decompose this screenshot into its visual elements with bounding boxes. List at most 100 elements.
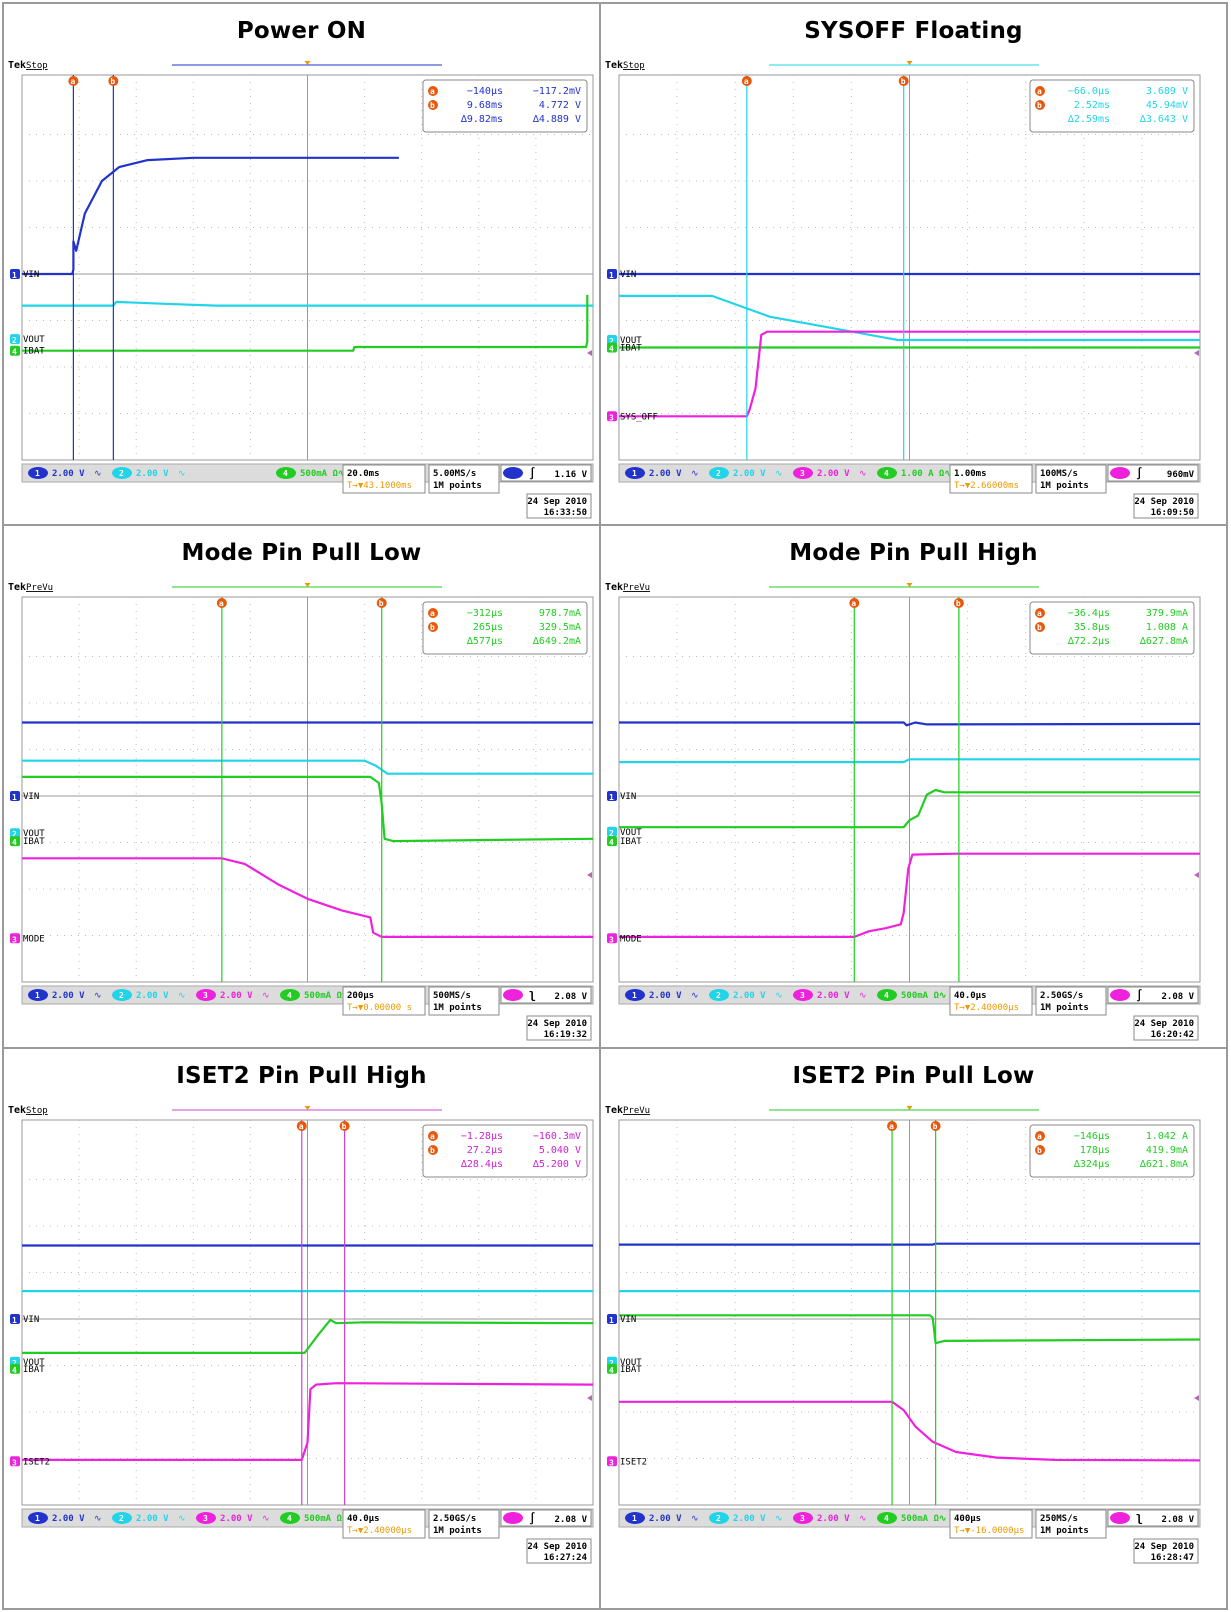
channel-1-button <box>625 467 645 479</box>
trigger-box <box>1107 1509 1199 1527</box>
channel-1-scale: 2.00 V <box>649 469 682 479</box>
timebase: 40.0µs <box>954 991 987 1001</box>
tek-logo: Tek <box>8 60 26 71</box>
channel-2-scale: 2.00 V <box>136 469 169 479</box>
channel-1-marker <box>10 1314 20 1324</box>
timestamp-box <box>1133 1538 1199 1564</box>
tek-logo: Tek <box>605 582 623 593</box>
channel-3-number: 3 <box>12 935 17 944</box>
capture-date: 24 Sep 2010 <box>527 1019 587 1029</box>
channel-3-scale: 2.00 V <box>817 469 850 479</box>
timebase-box <box>949 986 1033 1016</box>
channel-4-scale: 500mA Ω∿ <box>300 469 345 479</box>
trigger-position: T→▼2.40000µs <box>954 1003 1019 1013</box>
bandwidth-icon: ∿ <box>859 469 867 479</box>
trace-label: IBAT <box>620 343 642 353</box>
record-length: 1M points <box>1040 1525 1089 1536</box>
readout-a-badge <box>428 608 438 618</box>
channel-2-number: 2 <box>609 829 614 838</box>
readout-a-badge <box>428 86 438 96</box>
readout-b-badge <box>1035 622 1045 632</box>
channel-2-button <box>112 1512 132 1524</box>
channel-2-scale: 2.00 V <box>136 991 169 1001</box>
channel-1-button <box>28 467 48 479</box>
panel-title: SYSOFF Floating <box>804 18 1023 44</box>
trace-label: VOUT <box>620 336 642 346</box>
readout-value: ∆5.200 V <box>532 1159 581 1170</box>
channel-3-scale: 2.00 V <box>817 1514 850 1524</box>
trace-label: IBAT <box>23 1365 45 1375</box>
bandwidth-icon: ∿ <box>262 991 270 1001</box>
channel-3-number: 3 <box>800 991 805 1000</box>
readout-time: ∆72.2µs <box>1067 636 1110 647</box>
readout-time: ∆577µs <box>466 636 503 647</box>
readout-value: 3.689 V <box>1146 86 1188 97</box>
trigger-position: T→▼2.40000µs <box>347 1526 412 1536</box>
readout-time: −146µs <box>1074 1131 1110 1142</box>
channel-1-number: 1 <box>12 271 17 280</box>
trigger-box <box>1107 464 1199 482</box>
channel-2-number: 2 <box>716 991 721 1000</box>
cursor-a-badge <box>849 598 860 608</box>
readout-time: −66.0µs <box>1068 86 1110 97</box>
trigger-source-icon <box>503 467 523 479</box>
trigger-box <box>500 1509 592 1527</box>
channel-3-button <box>196 1512 216 1524</box>
channel-2-number: 2 <box>12 336 17 345</box>
scope-panel: ISET2 Pin Pull Low Tek PreVu a b 1 VIN 2 VOUT 4 IB… <box>600 1048 1227 1609</box>
readout-value: 978.7mA <box>539 608 581 619</box>
channel-3-number: 3 <box>12 1458 17 1467</box>
timebase-box <box>949 464 1033 494</box>
trace-vout <box>22 759 593 775</box>
channel-4-marker <box>10 345 20 356</box>
cursor-readout-box <box>422 601 588 655</box>
channel-3-scale: 2.00 V <box>220 991 253 1001</box>
channel-4-scale: 500mA Ω∿ <box>304 1514 349 1524</box>
trace-label: VIN <box>23 1315 39 1325</box>
channel-4-marker <box>10 836 20 847</box>
readout-time: −1.28µs <box>461 1131 503 1142</box>
acq-status: Stop <box>623 61 645 71</box>
trigger-source-icon <box>1110 1512 1130 1524</box>
readout-time: 265µs <box>473 622 503 633</box>
trigger-box <box>1107 986 1199 1004</box>
cursor-b-badge <box>930 1121 941 1131</box>
trace-label: VIN <box>23 270 39 280</box>
trace-vin <box>619 1242 1200 1246</box>
trigger-position-marker <box>304 583 311 587</box>
channel-1-number: 1 <box>632 1514 637 1523</box>
channel-2-marker <box>10 828 20 839</box>
record-length: 1M points <box>433 1002 482 1013</box>
cursor-readout-box <box>1029 1124 1195 1178</box>
readout-time: ∆324µs <box>1073 1159 1110 1170</box>
bandwidth-icon: ∿ <box>94 1514 102 1524</box>
timestamp-box <box>1133 1015 1199 1041</box>
channel-4-number: 4 <box>283 469 288 478</box>
cursor-b-label: b <box>901 77 906 86</box>
readout-value: 5.040 V <box>539 1145 581 1156</box>
timestamp-box <box>526 1015 592 1041</box>
center-axes <box>619 1120 1200 1505</box>
cursor-a-label: a <box>70 77 75 86</box>
capture-date: 24 Sep 2010 <box>527 497 587 507</box>
bandwidth-icon: ∿ <box>775 469 783 479</box>
cursor-b-label: b <box>933 1122 938 1131</box>
readout-b-badge <box>428 622 438 632</box>
trigger-source-icon <box>503 989 523 1001</box>
readout-a-letter: a <box>430 609 435 618</box>
bandwidth-icon: ∿ <box>94 991 102 1001</box>
readout-b-badge <box>428 100 438 110</box>
cursor-a-badge <box>296 1121 307 1131</box>
trigger-edge-icon: ʅ <box>529 989 536 1002</box>
channel-2-number: 2 <box>12 1359 17 1368</box>
readout-a-letter: a <box>430 1132 435 1141</box>
channel-3-scale: 2.00 V <box>817 991 850 1001</box>
channel-1-number: 1 <box>12 793 17 802</box>
channel-1-button <box>28 1512 48 1524</box>
channel-3-marker <box>607 933 617 944</box>
readout-time: 35.8µs <box>1074 622 1110 633</box>
channel-2-button <box>709 989 729 1001</box>
channel-1-number: 1 <box>609 793 614 802</box>
cursor-a-badge <box>741 76 752 86</box>
trigger-level: 2.08 V <box>554 992 587 1002</box>
